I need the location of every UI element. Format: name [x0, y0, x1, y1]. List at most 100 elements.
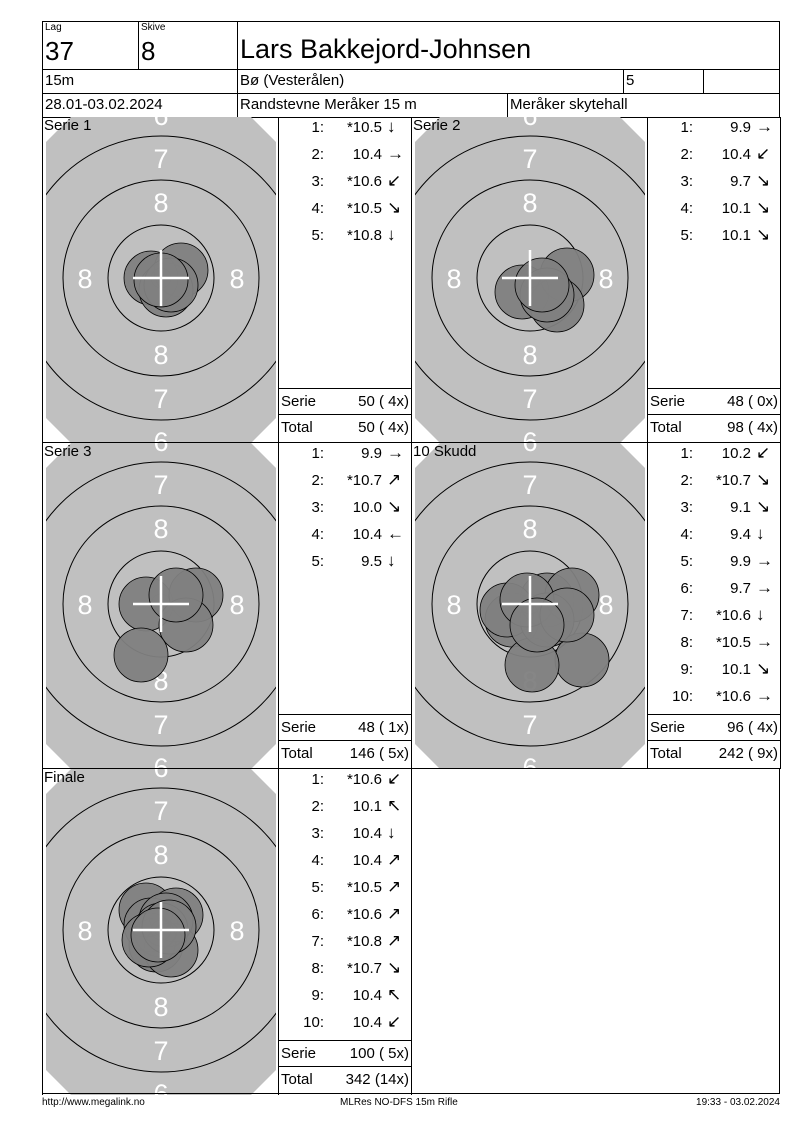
shot-value: *10.6 — [346, 771, 382, 788]
shot-value: 9.5 — [361, 553, 382, 570]
shot-direction-arrow-icon: ↓ — [387, 225, 396, 244]
result-panel: 6 7 8 8 8 8 7 6 Serie 1 1: *10.5 ↓ 2: 10.4 → 3: *10.6 ↙ 4:… — [42, 117, 412, 443]
class-cell: 5 — [623, 69, 704, 94]
shot-direction-arrow-icon: ↓ — [387, 823, 396, 842]
serie-row: Serie 50 ( 4x) — [279, 388, 412, 414]
shot-number: 10: — [303, 1014, 324, 1031]
shot-row: 1: 9.9 → — [279, 443, 412, 470]
shot-direction-arrow-icon: ↓ — [387, 117, 396, 136]
shot-number: 5: — [311, 553, 324, 570]
shot-direction-arrow-icon: ↘ — [387, 198, 402, 217]
shot-row: 4: 9.4 ↓ — [648, 524, 781, 551]
ring-number: 8 — [153, 514, 168, 544]
ring-number: 8 — [153, 840, 168, 870]
shot-row: 4: 10.4 ↗ — [279, 850, 412, 877]
shot-row: 3: 9.7 ↘ — [648, 171, 781, 198]
shot-value: 10.4 — [352, 825, 382, 842]
total-row: Total 50 ( 4x) — [279, 414, 412, 440]
footer-link[interactable]: http://www.megalink.no — [42, 1097, 145, 1108]
serie-score: 48 ( 0x) — [727, 393, 778, 410]
lag-cell: Lag 37 — [42, 21, 139, 70]
ring-number: 8 — [77, 590, 92, 620]
shot-direction-arrow-icon: ↘ — [756, 171, 771, 190]
target-image: 67888876 — [415, 117, 645, 443]
ring-number: 6 — [153, 427, 168, 443]
total-score: 98 ( 4x) — [727, 419, 778, 436]
shot-direction-arrow-icon: ↓ — [387, 551, 396, 570]
ring-number: 6 — [522, 117, 537, 131]
shot-value: 9.9 — [361, 445, 382, 462]
shot-value: *10.7 — [346, 472, 382, 489]
shot-number: 4: — [311, 200, 324, 217]
empty-area — [411, 768, 780, 1093]
shot-direction-arrow-icon: ↙ — [387, 171, 402, 190]
target-image: 67888876 — [46, 443, 276, 769]
ring-number: 8 — [229, 590, 244, 620]
shot-number: 4: — [311, 526, 324, 543]
shot-value: *10.6 — [346, 906, 382, 923]
shot-row: 5: *10.5 ↗ — [279, 877, 412, 904]
total-label: Total — [281, 419, 313, 436]
scoring-ring — [431, 505, 629, 703]
venue-cell: Meråker skytehall — [507, 93, 780, 118]
shot-direction-arrow-icon: → — [387, 144, 404, 163]
shot-row: 3: *10.6 ↙ — [279, 171, 412, 198]
serie-label: Serie — [281, 393, 317, 410]
dates-cell: 28.01-03.02.2024 — [42, 93, 238, 118]
total-score: 242 ( 9x) — [718, 745, 778, 762]
shot-number: 10: — [672, 688, 693, 705]
scoring-ring — [415, 461, 645, 747]
shot-number: 5: — [680, 553, 693, 570]
shot-value: *10.7 — [346, 960, 382, 977]
ring-number: 6 — [522, 753, 537, 769]
total-score: 342 (14x) — [345, 1071, 409, 1088]
target-image: 67888876 — [46, 117, 276, 443]
shot-direction-arrow-icon: → — [756, 578, 773, 597]
serie-label: Serie — [650, 393, 686, 410]
shot-number: 2: — [680, 146, 693, 163]
shot-direction-arrow-icon: ↓ — [756, 605, 765, 624]
shot-row: 1: *10.5 ↓ — [279, 117, 412, 144]
shot-value: 10.4 — [352, 146, 382, 163]
ring-number: 7 — [522, 384, 537, 414]
shot-row: 2: 10.4 ↙ — [648, 144, 781, 171]
shot-row: 4: *10.5 ↘ — [279, 198, 412, 225]
panel-title: Serie 2 — [413, 117, 461, 134]
shot-direction-arrow-icon: ↙ — [387, 1012, 402, 1031]
shot-row: 6: *10.6 ↗ — [279, 904, 412, 931]
ring-number: 8 — [229, 916, 244, 946]
serie-score: 96 ( 4x) — [727, 719, 778, 736]
shot-direction-arrow-icon: ↗ — [387, 877, 402, 896]
shot-number: 3: — [680, 499, 693, 516]
shot-number: 6: — [311, 906, 324, 923]
shot-row: 7: *10.6 ↓ — [648, 605, 781, 632]
shot-number: 8: — [680, 634, 693, 651]
total-row: Total 342 (14x) — [279, 1066, 412, 1092]
shot-row: 2: 10.4 → — [279, 144, 412, 171]
ring-number: 6 — [153, 117, 168, 131]
result-panel: 6788887610 Skudd1:10.2↙2:*10.7↘3:9.1↘4:9… — [411, 442, 781, 769]
serie-score: 48 ( 1x) — [358, 719, 409, 736]
shot-direction-arrow-icon: ↓ — [756, 524, 765, 543]
shot-direction-arrow-icon: ↗ — [387, 931, 402, 950]
total-row: Total 242 ( 9x) — [648, 740, 781, 766]
shot-hole — [113, 627, 169, 683]
shot-value: 10.0 — [352, 499, 382, 516]
scoring-ring — [46, 461, 276, 747]
shot-direction-arrow-icon: ↘ — [387, 497, 402, 516]
ring-number: 8 — [77, 916, 92, 946]
shot-number: 3: — [311, 173, 324, 190]
shot-number: 2: — [311, 472, 324, 489]
ring-number: 7 — [522, 144, 537, 174]
shot-direction-arrow-icon: ↘ — [756, 225, 771, 244]
shot-direction-arrow-icon: ↘ — [387, 958, 402, 977]
target-panel: 6788887610 Skudd — [412, 443, 648, 769]
serie-row: Serie 100 ( 5x) — [279, 1040, 412, 1066]
shot-hole — [514, 257, 570, 313]
shot-row: 7: *10.8 ↗ — [279, 931, 412, 958]
shot-list: 1: *10.5 ↓ 2: 10.4 → 3: *10.6 ↙ 4: *10.5 ↘ 5: *10.8 ↓ S… — [279, 117, 412, 443]
distance-cell: 15m — [42, 69, 238, 94]
result-panel: 6 7 8 8 8 8 7 6 Finale 1: *10.6 ↙ 2: 10.1 ↖ 3: 10.4 ↓ 4: 10… — [42, 768, 412, 1095]
shot-value: *10.5 — [346, 119, 382, 136]
shot-number: 7: — [311, 933, 324, 950]
